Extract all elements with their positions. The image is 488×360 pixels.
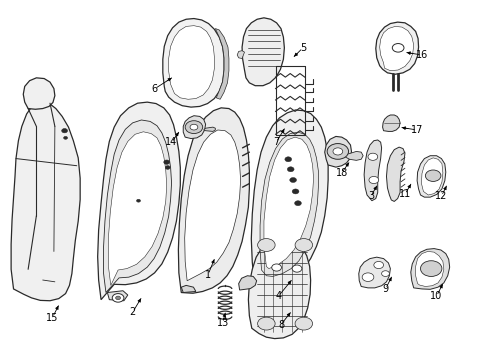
- Polygon shape: [421, 158, 442, 195]
- Text: 16: 16: [415, 50, 427, 60]
- Polygon shape: [168, 26, 214, 99]
- Circle shape: [271, 264, 281, 271]
- Circle shape: [112, 294, 123, 302]
- Circle shape: [136, 199, 140, 202]
- Polygon shape: [251, 110, 327, 284]
- Circle shape: [257, 239, 275, 251]
- Circle shape: [381, 271, 388, 276]
- Circle shape: [285, 157, 291, 162]
- Polygon shape: [375, 22, 418, 74]
- Circle shape: [425, 170, 440, 181]
- Polygon shape: [416, 156, 445, 197]
- Polygon shape: [379, 26, 413, 71]
- Polygon shape: [178, 108, 249, 293]
- Text: 14: 14: [165, 138, 177, 148]
- Polygon shape: [181, 285, 196, 293]
- Polygon shape: [183, 116, 205, 139]
- Polygon shape: [237, 51, 244, 59]
- Circle shape: [185, 121, 202, 134]
- Polygon shape: [11, 102, 80, 301]
- Text: 6: 6: [151, 84, 157, 94]
- Text: 15: 15: [46, 312, 59, 323]
- Circle shape: [420, 261, 441, 276]
- Polygon shape: [324, 136, 351, 167]
- Circle shape: [326, 144, 348, 159]
- Circle shape: [294, 201, 301, 206]
- Text: 4: 4: [275, 291, 281, 301]
- Text: 1: 1: [204, 270, 211, 280]
- Polygon shape: [238, 276, 256, 290]
- Circle shape: [362, 273, 373, 282]
- Text: 13: 13: [216, 318, 228, 328]
- Circle shape: [391, 44, 403, 52]
- Polygon shape: [242, 18, 284, 86]
- Text: 12: 12: [434, 191, 447, 201]
- Text: 11: 11: [398, 189, 410, 199]
- Circle shape: [190, 124, 198, 130]
- Polygon shape: [203, 127, 215, 131]
- Polygon shape: [108, 132, 166, 285]
- Polygon shape: [260, 132, 318, 276]
- Text: 10: 10: [429, 291, 442, 301]
- Circle shape: [63, 136, 67, 139]
- Circle shape: [257, 317, 275, 330]
- Circle shape: [61, 129, 67, 133]
- Polygon shape: [364, 140, 381, 201]
- Circle shape: [163, 160, 169, 164]
- Polygon shape: [215, 28, 228, 99]
- Polygon shape: [264, 137, 313, 269]
- Polygon shape: [107, 291, 127, 301]
- Polygon shape: [358, 257, 389, 288]
- Text: 3: 3: [367, 191, 373, 201]
- Polygon shape: [410, 249, 449, 289]
- Text: 2: 2: [129, 307, 136, 317]
- Polygon shape: [163, 18, 224, 107]
- Polygon shape: [248, 238, 310, 339]
- Polygon shape: [386, 147, 404, 202]
- Polygon shape: [184, 130, 240, 281]
- Circle shape: [332, 148, 342, 155]
- Text: 9: 9: [382, 284, 388, 294]
- Circle shape: [294, 317, 312, 330]
- Circle shape: [116, 296, 120, 300]
- Polygon shape: [341, 152, 363, 160]
- Circle shape: [373, 261, 383, 269]
- Text: 8: 8: [277, 320, 284, 330]
- Polygon shape: [98, 102, 180, 300]
- Circle shape: [368, 176, 378, 184]
- Circle shape: [291, 189, 298, 194]
- Circle shape: [291, 265, 301, 272]
- Polygon shape: [382, 115, 399, 131]
- Circle shape: [367, 153, 377, 160]
- Circle shape: [165, 166, 170, 169]
- Text: 7: 7: [272, 138, 279, 148]
- Text: 5: 5: [299, 43, 305, 53]
- Text: 18: 18: [335, 168, 347, 178]
- Polygon shape: [103, 120, 171, 293]
- Circle shape: [289, 177, 296, 183]
- Polygon shape: [23, 78, 55, 109]
- Circle shape: [294, 239, 312, 251]
- Circle shape: [287, 167, 293, 172]
- Text: 17: 17: [410, 125, 423, 135]
- Polygon shape: [415, 251, 443, 287]
